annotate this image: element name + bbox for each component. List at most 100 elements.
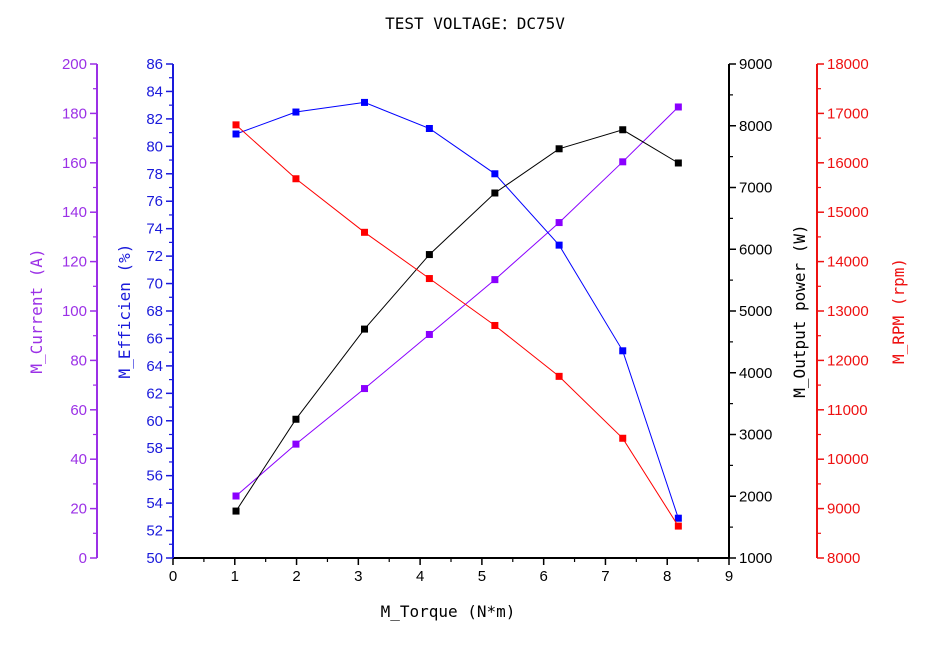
x-tick-label: 2 <box>292 568 300 585</box>
power-tick-label: 3000 <box>739 427 772 444</box>
x-tick-label: 6 <box>539 568 547 585</box>
current-data-point <box>619 158 627 166</box>
current-data-point <box>232 492 240 500</box>
x-tick-label: 8 <box>663 568 671 585</box>
power-tick-label: 8000 <box>739 118 772 135</box>
eff-tick-label: 66 <box>146 330 163 347</box>
eff-tick-label: 68 <box>146 303 163 320</box>
rpm-tick-label: 10000 <box>827 451 869 468</box>
rpm-tick-label: 9000 <box>827 501 860 518</box>
eff-tick-label: 80 <box>146 138 163 155</box>
rpm-tick-label: 16000 <box>827 155 869 172</box>
rpm-tick-label: 8000 <box>827 550 860 567</box>
rpm-tick-label: 18000 <box>827 56 869 73</box>
rpm-series-line <box>235 124 679 527</box>
current-tick-label: 180 <box>62 105 87 122</box>
chart-title: TEST VOLTAGE：DC75V <box>385 14 565 33</box>
eff-data-point <box>619 347 627 355</box>
power-tick-label: 9000 <box>739 56 772 73</box>
power-tick-label: 2000 <box>739 488 772 505</box>
eff-tick-label: 74 <box>146 221 163 238</box>
eff-tick-label: 56 <box>146 468 163 485</box>
power-series-line <box>235 129 679 512</box>
rpm-tick-label: 14000 <box>827 254 869 271</box>
eff-data-point <box>361 98 369 106</box>
eff-tick-label: 60 <box>146 413 163 430</box>
power-data-point <box>232 507 240 515</box>
rpm-data-point <box>555 372 563 380</box>
current-tick-label: 200 <box>62 56 87 73</box>
current-axis-label: M_Current (A) <box>27 248 46 373</box>
current-tick-label: 120 <box>62 254 87 271</box>
power-data-point <box>674 159 682 167</box>
x-tick-label: 4 <box>416 568 424 585</box>
rpm-data-point <box>425 275 433 283</box>
power-tick-label: 5000 <box>739 303 772 320</box>
current-series-line <box>235 106 679 497</box>
eff-tick-label: 64 <box>146 358 163 375</box>
eff-data-point <box>425 124 433 132</box>
current-data-point <box>425 330 433 338</box>
eff-series-line <box>235 101 679 519</box>
rpm-tick-label: 11000 <box>827 402 868 419</box>
rpm-tick-label: 17000 <box>827 105 869 122</box>
eff-tick-label: 84 <box>146 83 163 100</box>
axes: 0 1 2 3 4 5 6 7 8 9020406080100120140160180200M_C… <box>27 56 908 585</box>
rpm-data-point <box>361 228 369 236</box>
power-tick-label: 4000 <box>739 365 772 382</box>
current-tick-label: 40 <box>70 451 87 468</box>
power-data-point <box>491 189 499 197</box>
eff-tick-label: 62 <box>146 385 163 402</box>
eff-tick-label: 82 <box>146 111 163 128</box>
x-tick-label: 0 <box>169 568 177 585</box>
eff-tick-label: 70 <box>146 276 163 293</box>
current-data-point <box>491 276 499 284</box>
eff-data-point <box>674 514 682 522</box>
power-axis-label: M_Output power (W) <box>790 224 809 397</box>
current-tick-label: 60 <box>70 402 87 419</box>
eff-data-point <box>491 170 499 178</box>
power-data-point <box>555 145 563 153</box>
rpm-axis-label: M_RPM (rpm) <box>889 258 908 364</box>
series <box>232 98 682 530</box>
power-data-point <box>292 415 300 423</box>
eff-tick-label: 50 <box>146 550 163 567</box>
current-tick-label: 160 <box>62 155 87 172</box>
current-data-point <box>292 440 300 448</box>
power-data-point <box>361 325 369 333</box>
power-data-point <box>619 126 627 134</box>
current-data-point <box>555 219 563 227</box>
current-data-point <box>674 103 682 111</box>
rpm-tick-label: 13000 <box>827 303 869 320</box>
eff-tick-label: 52 <box>146 523 163 540</box>
eff-tick-label: 76 <box>146 193 163 210</box>
power-data-point <box>425 251 433 259</box>
rpm-data-point <box>674 522 682 530</box>
eff-tick-label: 58 <box>146 440 163 457</box>
rpm-tick-label: 12000 <box>827 352 869 369</box>
current-data-point <box>361 385 369 393</box>
x-tick-label: 9 <box>725 568 733 585</box>
power-tick-label: 7000 <box>739 180 772 197</box>
eff-data-point <box>555 241 563 249</box>
power-tick-label: 1000 <box>739 550 772 567</box>
x-tick-label: 3 <box>354 568 362 585</box>
rpm-data-point <box>619 434 627 442</box>
eff-axis-label: M_Efficien (%) <box>115 244 134 379</box>
eff-data-point <box>292 108 300 116</box>
x-tick-label: 5 <box>478 568 486 585</box>
power-tick-label: 6000 <box>739 241 772 258</box>
eff-tick-label: 54 <box>146 495 163 512</box>
rpm-data-point <box>292 175 300 183</box>
current-tick-label: 80 <box>70 352 87 369</box>
eff-tick-label: 86 <box>146 56 163 73</box>
rpm-tick-label: 15000 <box>827 204 869 221</box>
x-tick-label: 1 <box>231 568 239 585</box>
rpm-data-point <box>491 321 499 329</box>
current-tick-label: 20 <box>70 501 87 518</box>
current-tick-label: 0 <box>79 550 87 567</box>
eff-tick-label: 72 <box>146 248 163 265</box>
current-tick-label: 100 <box>62 303 87 320</box>
rpm-data-point <box>232 121 240 129</box>
